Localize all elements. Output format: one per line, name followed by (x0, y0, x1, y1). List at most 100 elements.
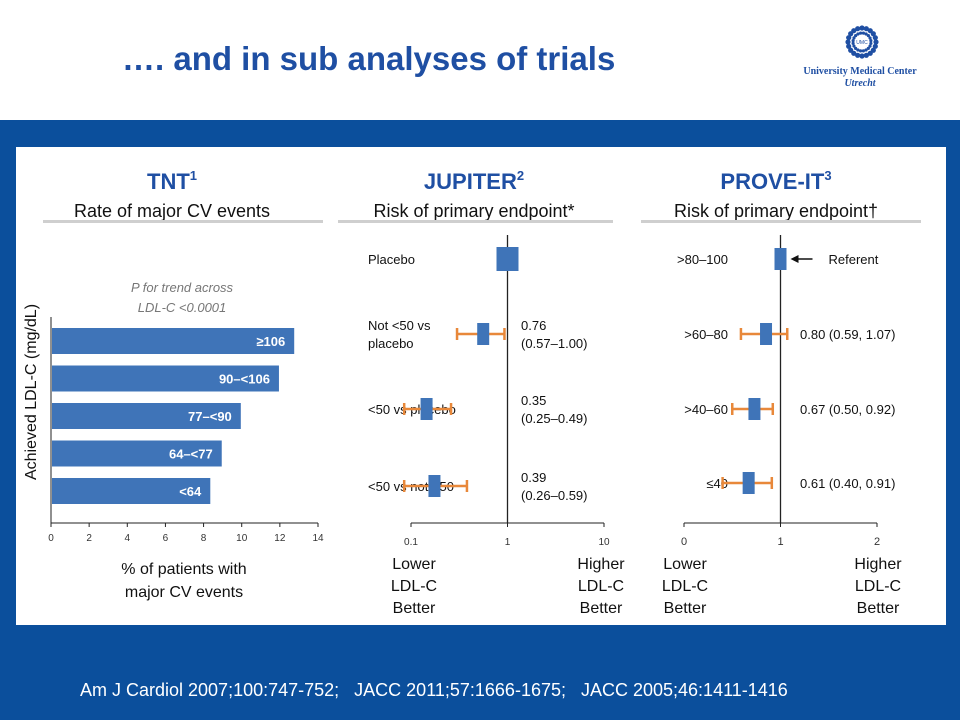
forest-tick-label: 0.1 (404, 537, 418, 548)
logo-dot (846, 43, 852, 49)
referent-arrow-icon (790, 255, 799, 263)
row-value-2: (0.25–0.49) (521, 411, 588, 426)
footer-left-2: Better (664, 600, 707, 617)
estimate-marker-0 (496, 247, 519, 271)
y-axis-label: Achieved LDL-C (mg/dL) (23, 304, 40, 480)
chart-title-0: TNT1 (147, 168, 197, 194)
footer-left-1: LDL-C (662, 578, 708, 595)
logo-badge-text: UMC (856, 40, 868, 46)
logo-dot (858, 49, 863, 53)
x-tick-label: 2 (86, 533, 92, 544)
logo-dot (855, 26, 861, 32)
logo-dot (864, 48, 868, 52)
citation: Am J Cardiol 2007;100:747-752; JACC 2011… (80, 680, 788, 700)
bar-label-0: ≥106 (256, 334, 285, 349)
footer-left-0: Lower (663, 556, 707, 573)
logo-dot (856, 32, 860, 36)
estimate-marker-2 (748, 398, 761, 420)
logo-line-1: University Medical Center (803, 66, 917, 77)
row-label-2: >40–60 (684, 402, 728, 417)
chart-subtitle-0: Rate of major CV events (74, 201, 270, 221)
row-label-1: >60–80 (684, 327, 728, 342)
chart-subtitle-1: Risk of primary endpoint* (373, 201, 574, 221)
footer-right-0: Higher (854, 556, 902, 573)
logo-dot (870, 31, 876, 37)
logo-dot (864, 32, 868, 36)
logo-dot (863, 52, 869, 58)
footer-right-0: Higher (577, 556, 625, 573)
referent-label: Referent (829, 252, 879, 267)
row-value-2: 0.35 (521, 393, 546, 408)
chart-title-superscript-2: 3 (824, 168, 831, 183)
footer-right-2: Better (857, 600, 900, 617)
estimate-marker-2 (420, 398, 433, 420)
logo-dot (866, 46, 870, 50)
bar-label-2: 77–<90 (188, 409, 232, 424)
bar-0 (52, 328, 295, 354)
logo-dot (851, 38, 855, 43)
bar-3 (52, 440, 222, 467)
logo-dot (873, 39, 879, 45)
logo-dot (859, 53, 865, 59)
footer-left-2: Better (393, 600, 436, 617)
chart-title-superscript-0: 1 (190, 168, 197, 183)
x-axis-label-2: major CV events (125, 584, 243, 601)
chart-title-2: PROVE-IT3 (720, 168, 831, 194)
logo-dot (846, 35, 852, 41)
estimate-marker-3 (428, 475, 441, 497)
forest-tick-label: 2 (874, 536, 880, 548)
sun-logo-icon (845, 25, 879, 59)
logo-dot (861, 49, 865, 53)
logo-dot (848, 47, 854, 53)
x-tick-label: 6 (163, 533, 169, 544)
logo-dot (872, 35, 878, 41)
chart-subtitle-2: Risk of primary endpoint† (674, 201, 878, 221)
logo-dot (872, 43, 878, 49)
estimate-marker-1 (760, 323, 773, 345)
row-label-0: Placebo (368, 252, 415, 267)
row-value-3: 0.39 (521, 470, 546, 485)
logo-dot (869, 39, 873, 43)
forest-tick-label: 10 (598, 537, 610, 548)
x-tick-label: 12 (274, 533, 286, 544)
bar-label-4: <64 (179, 484, 202, 499)
row-label-1: Not <50 vs (368, 318, 431, 333)
logo-dot (861, 31, 866, 35)
logo-dot (859, 25, 865, 31)
logo-dot (867, 50, 873, 56)
logo-dot (869, 41, 873, 46)
bar-label-3: 64–<77 (169, 447, 213, 462)
x-tick-label: 8 (201, 533, 207, 544)
charts-canvas: TNT1 Rate of major CV events P for trend a… (23, 168, 921, 617)
row-label-1: placebo (368, 336, 414, 351)
row-value-3: (0.26–0.59) (521, 488, 588, 503)
x-axis-label-1: % of patients with (121, 561, 246, 578)
logo-dot (855, 52, 861, 58)
logo-dot (851, 28, 857, 34)
logo-line-2: Utrecht (844, 78, 876, 89)
row-value-1: 0.76 (521, 318, 546, 333)
subtitle-underline-2 (641, 220, 921, 223)
slide-title: …. and in sub analyses of trials (122, 40, 616, 77)
footer-right-2: Better (580, 600, 623, 617)
bar-4 (52, 478, 211, 504)
chart-title-superscript-1: 2 (517, 168, 524, 183)
logo-dot (868, 44, 872, 48)
logo-dot (854, 46, 858, 50)
logo-dot (845, 39, 851, 45)
forest-tick-label: 0 (681, 536, 687, 548)
row-value-1: (0.57–1.00) (521, 336, 588, 351)
logo-dot (859, 31, 863, 35)
logo-dot (852, 36, 856, 40)
subtitle-underline-0 (43, 220, 323, 223)
logo-dot (856, 48, 860, 52)
logo-dot (868, 36, 872, 40)
logo-dot (852, 44, 856, 48)
footer-left-0: Lower (392, 556, 436, 573)
chart-panel: TNT1 Rate of major CV events P for trend a… (16, 147, 946, 625)
estimate-marker-1 (477, 323, 490, 345)
chart-title-1: JUPITER2 (424, 168, 524, 194)
trend-annotation-1: P for trend across (131, 280, 234, 295)
footer-right-1: LDL-C (855, 578, 901, 595)
x-tick-label: 10 (236, 533, 248, 544)
